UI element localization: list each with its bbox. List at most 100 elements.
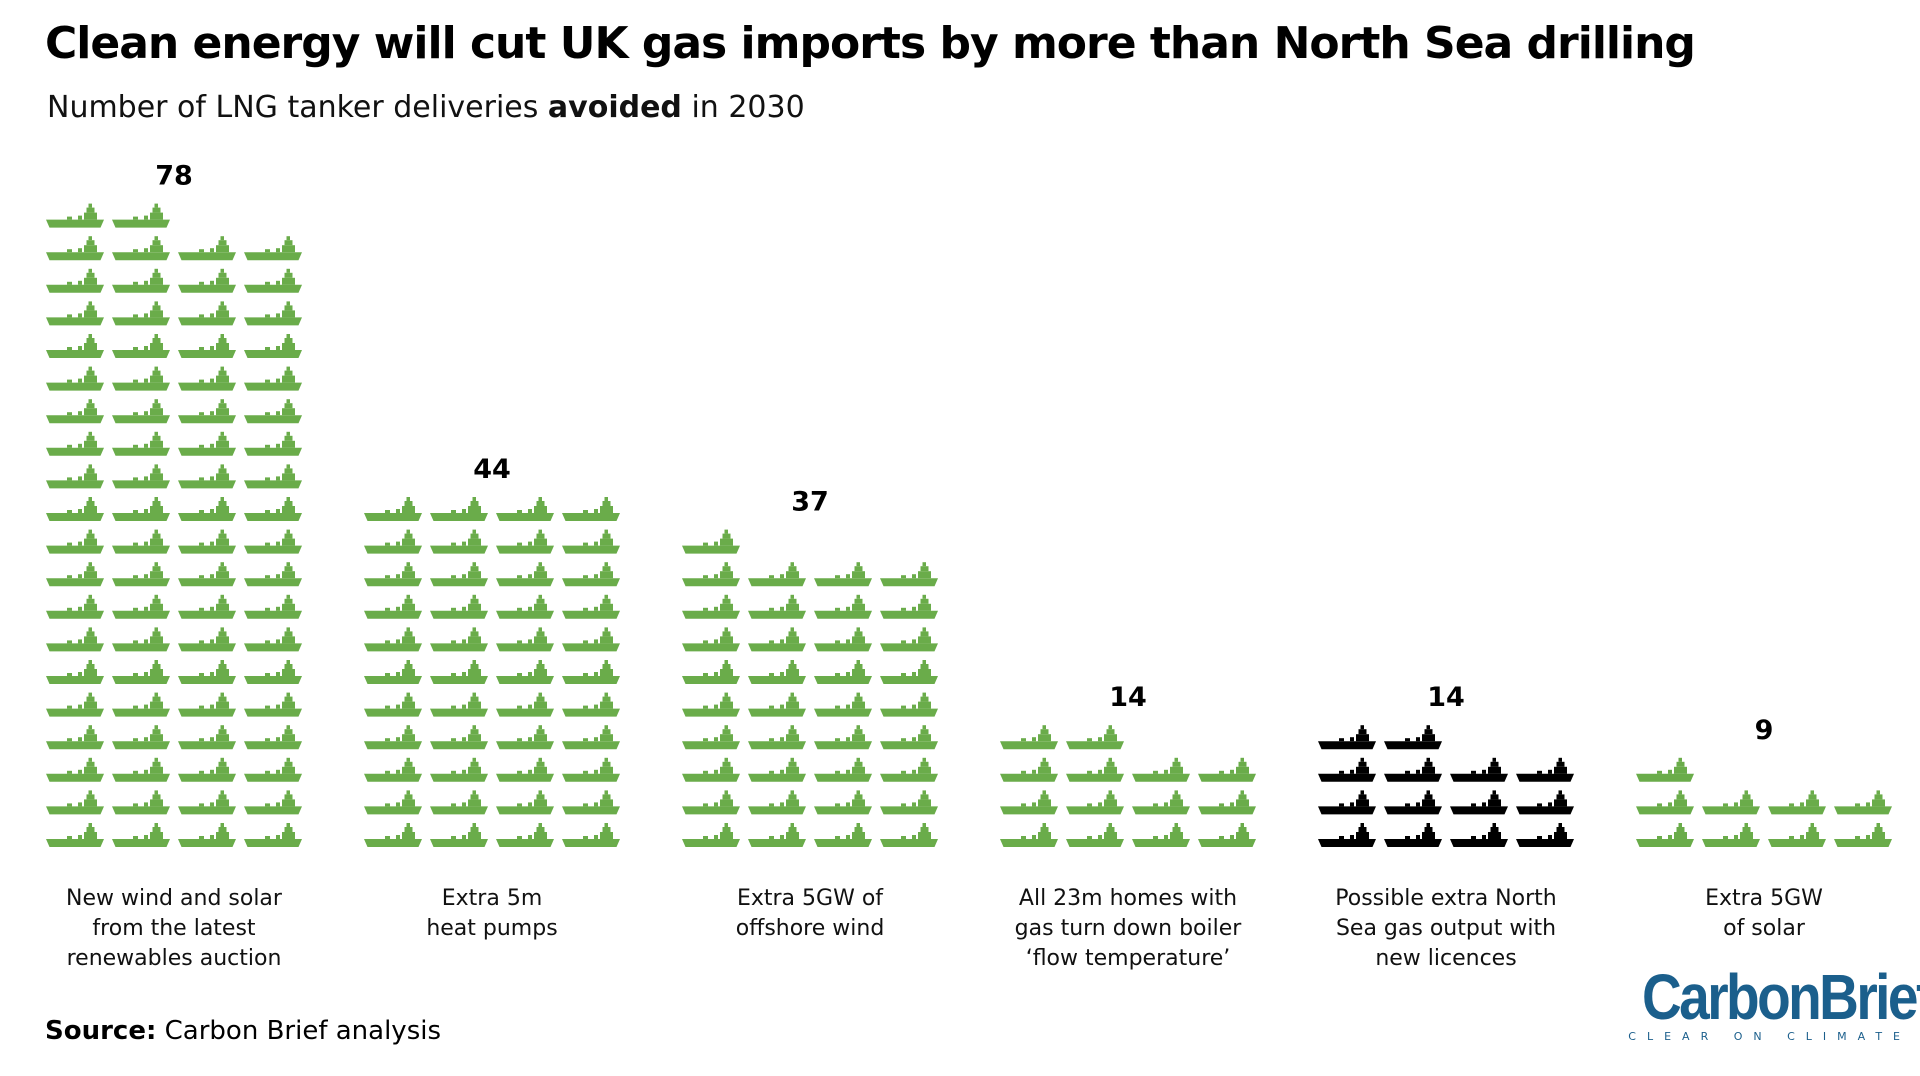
tanker-icon xyxy=(748,725,806,750)
value-label: 37 xyxy=(791,487,829,518)
category-group xyxy=(364,497,620,847)
tanker-icon xyxy=(1318,725,1376,750)
tanker-icon xyxy=(430,594,488,619)
tanker-icon xyxy=(496,627,554,652)
tanker-icon xyxy=(112,301,170,326)
tanker-icon xyxy=(46,757,104,782)
tanker-icon xyxy=(1066,823,1124,847)
tanker-icon xyxy=(244,464,302,489)
tanker-icon xyxy=(1636,823,1694,847)
category-group xyxy=(46,203,302,847)
tanker-icon xyxy=(880,627,938,652)
category-group xyxy=(1636,757,1892,847)
tanker-icon xyxy=(178,268,236,293)
tanker-icon xyxy=(1198,790,1256,815)
tanker-icon xyxy=(1516,757,1574,782)
tanker-icon xyxy=(178,627,236,652)
tanker-icon xyxy=(880,757,938,782)
tanker-icon xyxy=(364,627,422,652)
tanker-icon xyxy=(1384,757,1442,782)
tanker-icon xyxy=(496,497,554,521)
category-label: All 23m homes with xyxy=(1019,886,1237,911)
tanker-icon xyxy=(562,790,620,815)
tanker-icon xyxy=(112,497,170,521)
tanker-icon xyxy=(178,399,236,424)
tanker-icon xyxy=(178,823,236,847)
chart-title: Clean energy will cut UK gas imports by … xyxy=(45,18,1696,69)
tanker-icon xyxy=(682,725,740,750)
tanker-icon xyxy=(1132,790,1190,815)
category-label: offshore wind xyxy=(736,916,885,941)
tanker-icon xyxy=(112,203,170,228)
tanker-icon xyxy=(1516,790,1574,815)
category-group xyxy=(1000,725,1256,847)
tanker-icon xyxy=(112,268,170,293)
tanker-icon xyxy=(244,301,302,326)
tanker-icon xyxy=(244,236,302,261)
category-label: Extra 5GW xyxy=(1705,886,1823,911)
tanker-icon xyxy=(1132,757,1190,782)
tanker-icon xyxy=(430,660,488,684)
tanker-icon xyxy=(1000,725,1058,750)
tanker-icon xyxy=(496,823,554,847)
tanker-icon xyxy=(880,660,938,684)
tanker-icon xyxy=(562,497,620,521)
tanker-icon xyxy=(244,334,302,358)
tanker-icon xyxy=(46,529,104,554)
category-group xyxy=(1318,725,1574,847)
tanker-icon xyxy=(748,627,806,652)
tanker-icon xyxy=(178,431,236,456)
tanker-icon xyxy=(244,562,302,587)
category-label: new licences xyxy=(1375,946,1516,971)
category-label: Sea gas output with xyxy=(1336,916,1556,941)
source-note: Source: Carbon Brief analysis xyxy=(45,1016,441,1046)
tanker-icon xyxy=(430,757,488,782)
category-label: Extra 5m xyxy=(442,886,543,911)
tanker-icon xyxy=(748,562,806,587)
source-label: Source: xyxy=(45,1016,157,1046)
tanker-icon xyxy=(1384,823,1442,847)
tanker-icon xyxy=(562,529,620,554)
tanker-icon xyxy=(244,790,302,815)
tanker-icon xyxy=(1768,790,1826,815)
tanker-icon xyxy=(1000,757,1058,782)
tanker-icon xyxy=(496,562,554,587)
logo-wordmark: CarbonBrief xyxy=(1642,961,1920,1033)
category-label: of solar xyxy=(1723,916,1806,941)
tanker-icon xyxy=(178,236,236,261)
tanker-icon xyxy=(112,399,170,424)
tanker-icon xyxy=(814,725,872,750)
tanker-icon xyxy=(430,529,488,554)
tanker-icon xyxy=(814,627,872,652)
tanker-icon xyxy=(46,366,104,391)
tanker-icon xyxy=(244,497,302,521)
tanker-icon xyxy=(244,692,302,717)
tanker-icon xyxy=(562,627,620,652)
tanker-icon xyxy=(682,757,740,782)
tanker-icon xyxy=(748,660,806,684)
tanker-icon xyxy=(46,334,104,358)
tanker-icon xyxy=(682,823,740,847)
tanker-icon xyxy=(112,594,170,619)
tanker-icon xyxy=(46,594,104,619)
tanker-icon xyxy=(364,725,422,750)
tanker-icon xyxy=(1000,823,1058,847)
tanker-icon xyxy=(364,529,422,554)
tanker-icon xyxy=(1834,823,1892,847)
tanker-icon xyxy=(46,464,104,489)
tanker-icon xyxy=(1198,757,1256,782)
tanker-icon xyxy=(112,236,170,261)
source-text: Carbon Brief analysis xyxy=(156,1016,442,1046)
category-label: gas turn down boiler xyxy=(1015,916,1243,941)
tanker-icon xyxy=(244,757,302,782)
tanker-icon xyxy=(496,790,554,815)
tanker-icon xyxy=(1834,790,1892,815)
tanker-icon xyxy=(430,692,488,717)
category-label: from the latest xyxy=(92,916,256,941)
value-label: 44 xyxy=(473,454,511,485)
tanker-icon xyxy=(430,725,488,750)
value-label: 14 xyxy=(1109,682,1147,713)
subtitle-text-start: Number of LNG tanker deliveries xyxy=(47,90,548,125)
category-label: heat pumps xyxy=(426,916,557,941)
tanker-icon xyxy=(1384,725,1442,750)
